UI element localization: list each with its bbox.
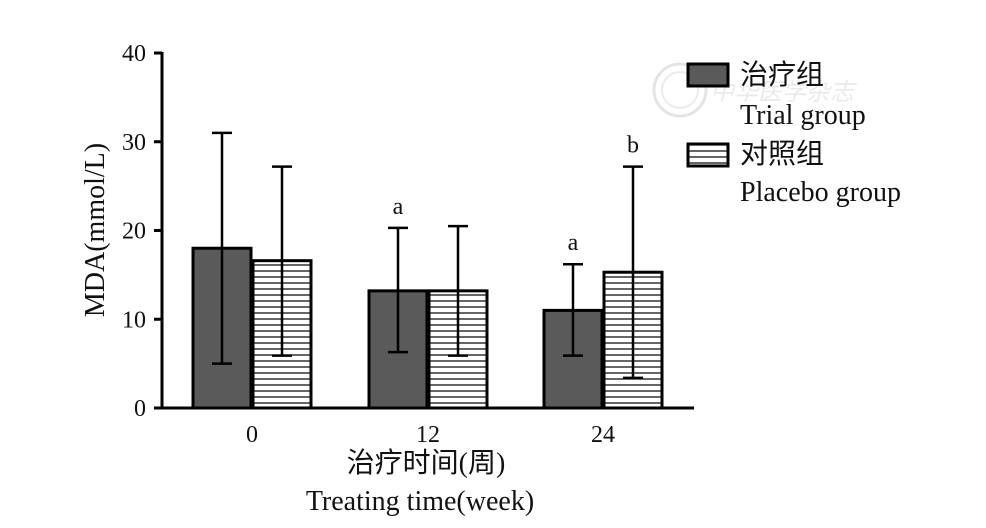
significance-labels: a a b [393,133,639,257]
legend: 治疗组 Trial group 对照组 Placebo group [686,59,901,208]
significance-label: a [393,194,404,220]
legend-swatch-placebo [686,142,730,168]
x-tick-label: 24 [591,422,615,448]
bar-trial [542,308,604,410]
y-tick-label: 0 [134,396,146,422]
y-tick-label: 10 [122,307,146,333]
x-axis-title-cn: 治疗时间(周) [347,447,506,479]
error-bars [212,131,643,380]
watermark-seal [652,62,708,118]
significance-label: a [568,230,579,256]
y-tick-label: 30 [122,130,146,156]
x-axis-title-en: Treating time(week) [306,486,534,517]
x-tick-labels: 0 12 24 [246,422,615,448]
watermark: 中华医学杂志 [652,62,857,118]
x-tick-label: 0 [246,422,258,448]
bars [191,246,664,410]
watermark-text: 中华医学杂志 [710,78,857,106]
significance-label: b [627,133,639,159]
legend-label-trial-en: Trial group [740,100,866,131]
y-tick-label: 40 [122,41,146,67]
y-tick-label: 20 [122,219,146,245]
legend-label-placebo-cn: 对照组 [740,138,824,170]
legend-label-placebo-en: Placebo group [740,177,901,208]
legend-swatch-trial [686,62,730,88]
legend-label-trial-cn: 治疗组 [740,59,824,91]
x-tick-label: 12 [416,422,440,448]
y-ticks: 0 10 20 30 40 [122,41,162,422]
y-axis-title: MDA(mmol/L) [80,143,111,317]
